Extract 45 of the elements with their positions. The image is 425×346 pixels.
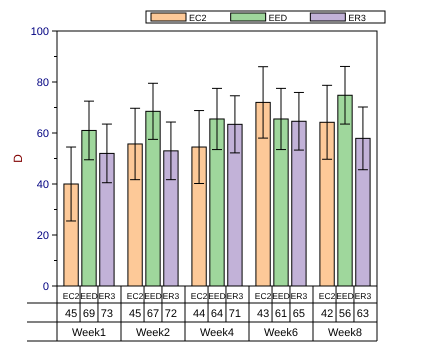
x-tick-label: Week1 [72,327,106,339]
text: EC2 [318,291,336,301]
y-tick-label: 80 [36,77,49,89]
text: 56 [338,308,352,320]
text: 61 [274,308,288,320]
text: 64 [210,308,224,320]
text: ER3 [98,291,116,301]
text: ER3 [226,291,244,301]
text: EED [208,291,226,301]
text: 42 [320,308,334,320]
y-tick-label: 0 [42,281,49,293]
y-tick-label: 40 [36,179,49,191]
text: ER3 [162,291,180,301]
text: 72 [164,308,178,320]
text: 45 [128,308,142,320]
text: ER3 [354,291,372,301]
x-tick-label: Week8 [328,327,362,339]
legend-label: EC2 [189,13,207,23]
y-tick-label: 60 [36,128,49,140]
text: EED [80,291,98,301]
text: EC2 [254,291,272,301]
text: 65 [292,308,306,320]
text: 69 [82,308,96,320]
x-tick-label: Week4 [200,327,234,339]
text: EC2 [62,291,80,301]
text: 71 [228,308,242,320]
text: EED [144,291,162,301]
text: 67 [146,308,160,320]
legend-label: EED [268,13,288,23]
legend-label: ER3 [348,13,366,23]
x-tick-label: Week6 [264,327,298,339]
text: EC2 [190,291,208,301]
text: 73 [100,308,114,320]
text: 44 [192,308,206,320]
y-tick-label: 20 [36,230,49,242]
text: 63 [356,308,370,320]
y-axis-title: D [11,154,25,163]
text: EED [272,291,290,301]
text: EED [336,291,354,301]
text: 45 [64,308,78,320]
text: ER3 [290,291,308,301]
y-tick-label: 100 [30,26,49,38]
x-tick-label: Week2 [136,327,170,339]
text: 43 [256,308,270,320]
text: EC2 [126,291,144,301]
